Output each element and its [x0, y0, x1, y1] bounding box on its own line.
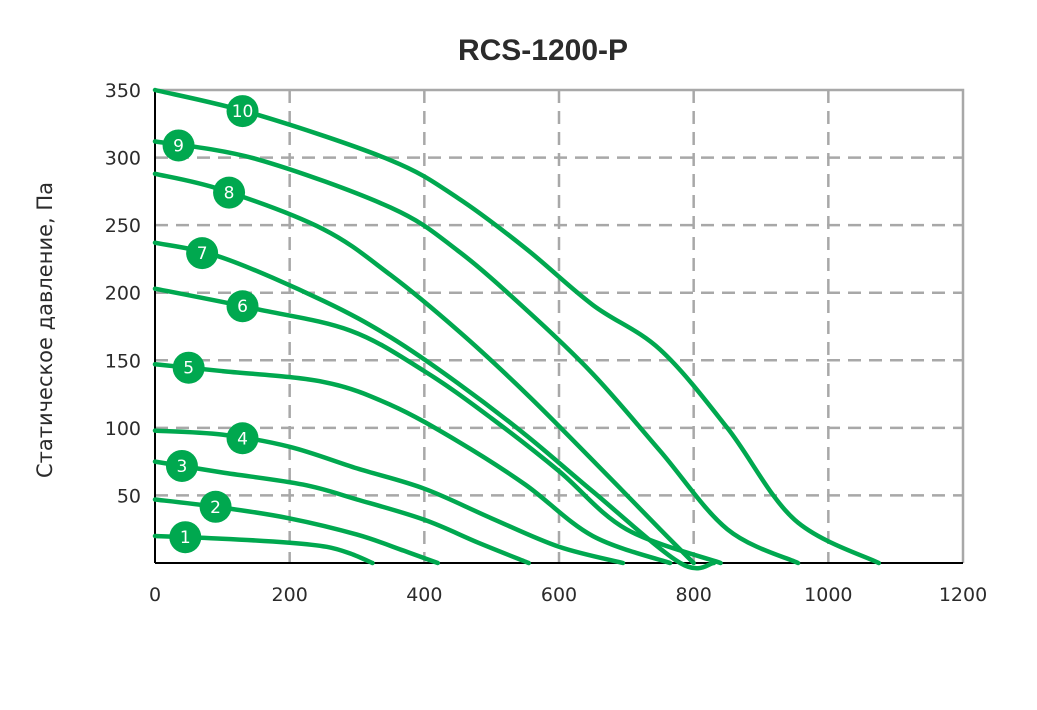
- curve-3: [152, 459, 531, 566]
- curve-badge-4: 4: [226, 422, 259, 455]
- y-axis-label: Статическое давление, Па: [33, 182, 57, 478]
- curve-badge-3: 3: [165, 449, 198, 482]
- badge-label: 6: [237, 297, 248, 317]
- y-tick-label: 200: [105, 283, 141, 305]
- x-tick-label: 600: [541, 584, 577, 606]
- curve-8: [152, 171, 696, 566]
- tick-labels: 0 200 400 600 800 1000 12005010015020025030035…: [105, 80, 987, 606]
- curve-6: [152, 286, 723, 566]
- badge-circle: [186, 237, 219, 270]
- badge-circle: [169, 521, 202, 554]
- curve-7: [152, 240, 717, 571]
- badge-label: 8: [224, 184, 235, 204]
- chart-title: RCS-1200-P: [458, 34, 628, 67]
- badge-circle: [199, 490, 232, 523]
- curve-badge-10: 10: [226, 95, 259, 128]
- y-tick-label: 300: [105, 148, 141, 170]
- curve-5: [152, 362, 673, 566]
- curve-9: [152, 139, 801, 566]
- y-tick-label: 250: [105, 215, 141, 237]
- curve-badge-6: 6: [226, 290, 259, 323]
- x-tick-label: 1200: [939, 584, 987, 606]
- curve-badge-7: 7: [186, 237, 219, 270]
- curve-badge-5: 5: [172, 351, 205, 384]
- y-tick-label: 150: [105, 350, 141, 372]
- badge-label: 10: [232, 102, 254, 122]
- y-tick-label: 50: [117, 485, 141, 507]
- curve-10: [152, 87, 882, 566]
- badge-circle: [226, 95, 259, 128]
- badge-label: 4: [237, 429, 248, 449]
- curve-badge-8: 8: [213, 176, 246, 209]
- badge-circle: [165, 449, 198, 482]
- curve-badges: 12 3 4 5 6 7 8 9 10: [162, 95, 259, 554]
- curve-badge-1: 1: [169, 521, 202, 554]
- badge-label: 7: [197, 244, 208, 264]
- badge-circle: [162, 129, 195, 162]
- x-tick-label: 800: [676, 584, 712, 606]
- curve-1: [152, 533, 375, 566]
- x-tick-label: 400: [406, 584, 442, 606]
- curve-badge-9: 9: [162, 129, 195, 162]
- badge-label: 9: [173, 136, 184, 156]
- badge-circle: [172, 351, 205, 384]
- badge-label: 2: [210, 498, 221, 518]
- badge-label: 5: [183, 359, 194, 379]
- y-tick-label: 350: [105, 80, 141, 102]
- badge-label: 3: [177, 457, 188, 477]
- y-tick-label: 100: [105, 418, 141, 440]
- grid: [154, 88, 965, 564]
- badge-circle: [226, 290, 259, 323]
- x-tick-label: 0: [149, 584, 161, 606]
- badge-label: 1: [180, 528, 191, 548]
- curve-badge-2: 2: [199, 490, 232, 523]
- badge-circle: [213, 176, 246, 209]
- plot-frame: [155, 88, 965, 563]
- x-tick-label: 1000: [804, 584, 852, 606]
- x-tick-label: 200: [272, 584, 308, 606]
- badge-circle: [226, 422, 259, 455]
